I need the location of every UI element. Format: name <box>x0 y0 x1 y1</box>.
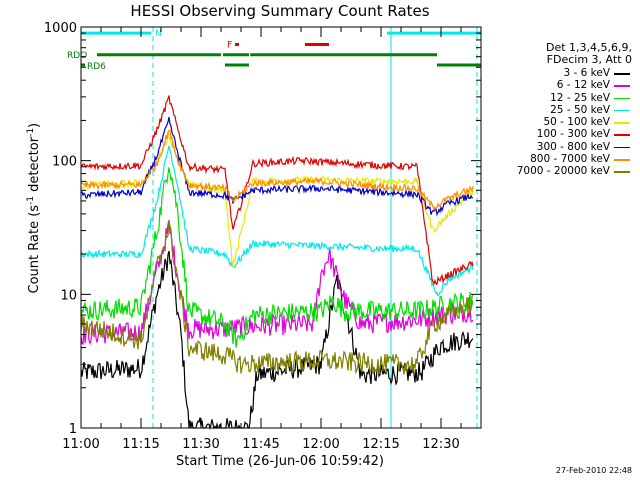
x-tick-label: 11:45 <box>242 437 279 452</box>
legend-entry: 800 - 7000 keV <box>470 153 632 165</box>
x-tick-label: 11:00 <box>62 437 99 452</box>
legend-swatch <box>614 159 630 161</box>
legend-swatch <box>614 146 630 149</box>
legend-label: 25 - 50 keV <box>550 103 610 116</box>
legend-label: 6 - 12 keV <box>556 79 610 92</box>
y-tick-label: 10 <box>60 288 77 303</box>
legend-swatch <box>614 134 630 136</box>
legend-entry: 12 - 25 keV <box>470 92 632 104</box>
legend-entry: 300 - 800 keV <box>470 141 632 153</box>
y-tick-label: 1000 <box>44 21 77 36</box>
legend-entry: 6 - 12 keV <box>470 79 632 91</box>
x-tick-label: 12:00 <box>302 437 339 452</box>
legend-label: 3 - 6 keV <box>563 67 610 79</box>
legend-swatch <box>614 109 630 112</box>
series-line <box>80 220 474 346</box>
legend-label: 12 - 25 keV <box>550 91 610 104</box>
legend-label: 100 - 300 keV <box>536 128 610 141</box>
x-tick-label: 12:30 <box>422 437 459 452</box>
legend-header-line: Det 1,3,4,5,6,9, <box>545 41 632 54</box>
y-axis-label: Count Rate (s-1 detector-1) <box>25 122 43 294</box>
series-line <box>80 167 474 348</box>
legend-swatch <box>614 122 630 124</box>
orbit-flag-label: N <box>155 29 162 39</box>
legend-label: 7000 - 20000 keV <box>516 165 610 178</box>
timestamp-footer: 27-Feb-2010 22:48 <box>555 466 632 475</box>
x-axis-label: Start Time (26-Jun-06 10:59:42) <box>176 454 384 469</box>
series-line <box>80 221 474 375</box>
legend-header-line: FDecim 3, Att 0 <box>546 53 632 66</box>
series-line <box>80 145 474 297</box>
y-tick-label: 100 <box>52 155 77 170</box>
x-tick-label: 12:15 <box>362 437 399 452</box>
legend: 3 - 6 keV 6 - 12 keV 12 - 25 keV 25 - 50 ke… <box>470 67 632 178</box>
legend-entry: 100 - 300 keV <box>470 128 632 140</box>
legend-swatch <box>614 85 630 87</box>
series-line <box>80 250 474 431</box>
series-line <box>80 129 474 211</box>
legend-label: 800 - 7000 keV <box>530 153 610 166</box>
y-tick-label: 1 <box>69 422 77 437</box>
series-line <box>80 131 474 268</box>
series-line <box>80 95 474 286</box>
orbit-flag-label: F <box>227 40 232 50</box>
x-tick-label: 11:30 <box>182 437 219 452</box>
legend-entry: 7000 - 20000 keV <box>470 165 632 177</box>
orbit-flag-label: RD6 <box>87 62 106 72</box>
legend-label: 50 - 100 keV <box>543 116 610 129</box>
plot-frame <box>80 26 482 429</box>
x-tick-label: 11:15 <box>122 437 159 452</box>
legend-swatch <box>614 97 630 100</box>
legend-swatch <box>614 73 630 75</box>
series-line <box>80 116 474 217</box>
chart-title: HESSI Observing Summary Count Rates <box>130 2 430 20</box>
orbit-flag-label: RDO <box>67 51 87 61</box>
legend-header: Det 1,3,4,5,6,9, FDecim 3, Att 0 <box>488 42 632 66</box>
legend-entry: 25 - 50 keV <box>470 104 632 116</box>
legend-entry: 50 - 100 keV <box>470 116 632 128</box>
legend-label: 300 - 800 keV <box>536 140 610 153</box>
legend-entry: 3 - 6 keV <box>470 67 632 79</box>
legend-swatch <box>614 171 630 173</box>
